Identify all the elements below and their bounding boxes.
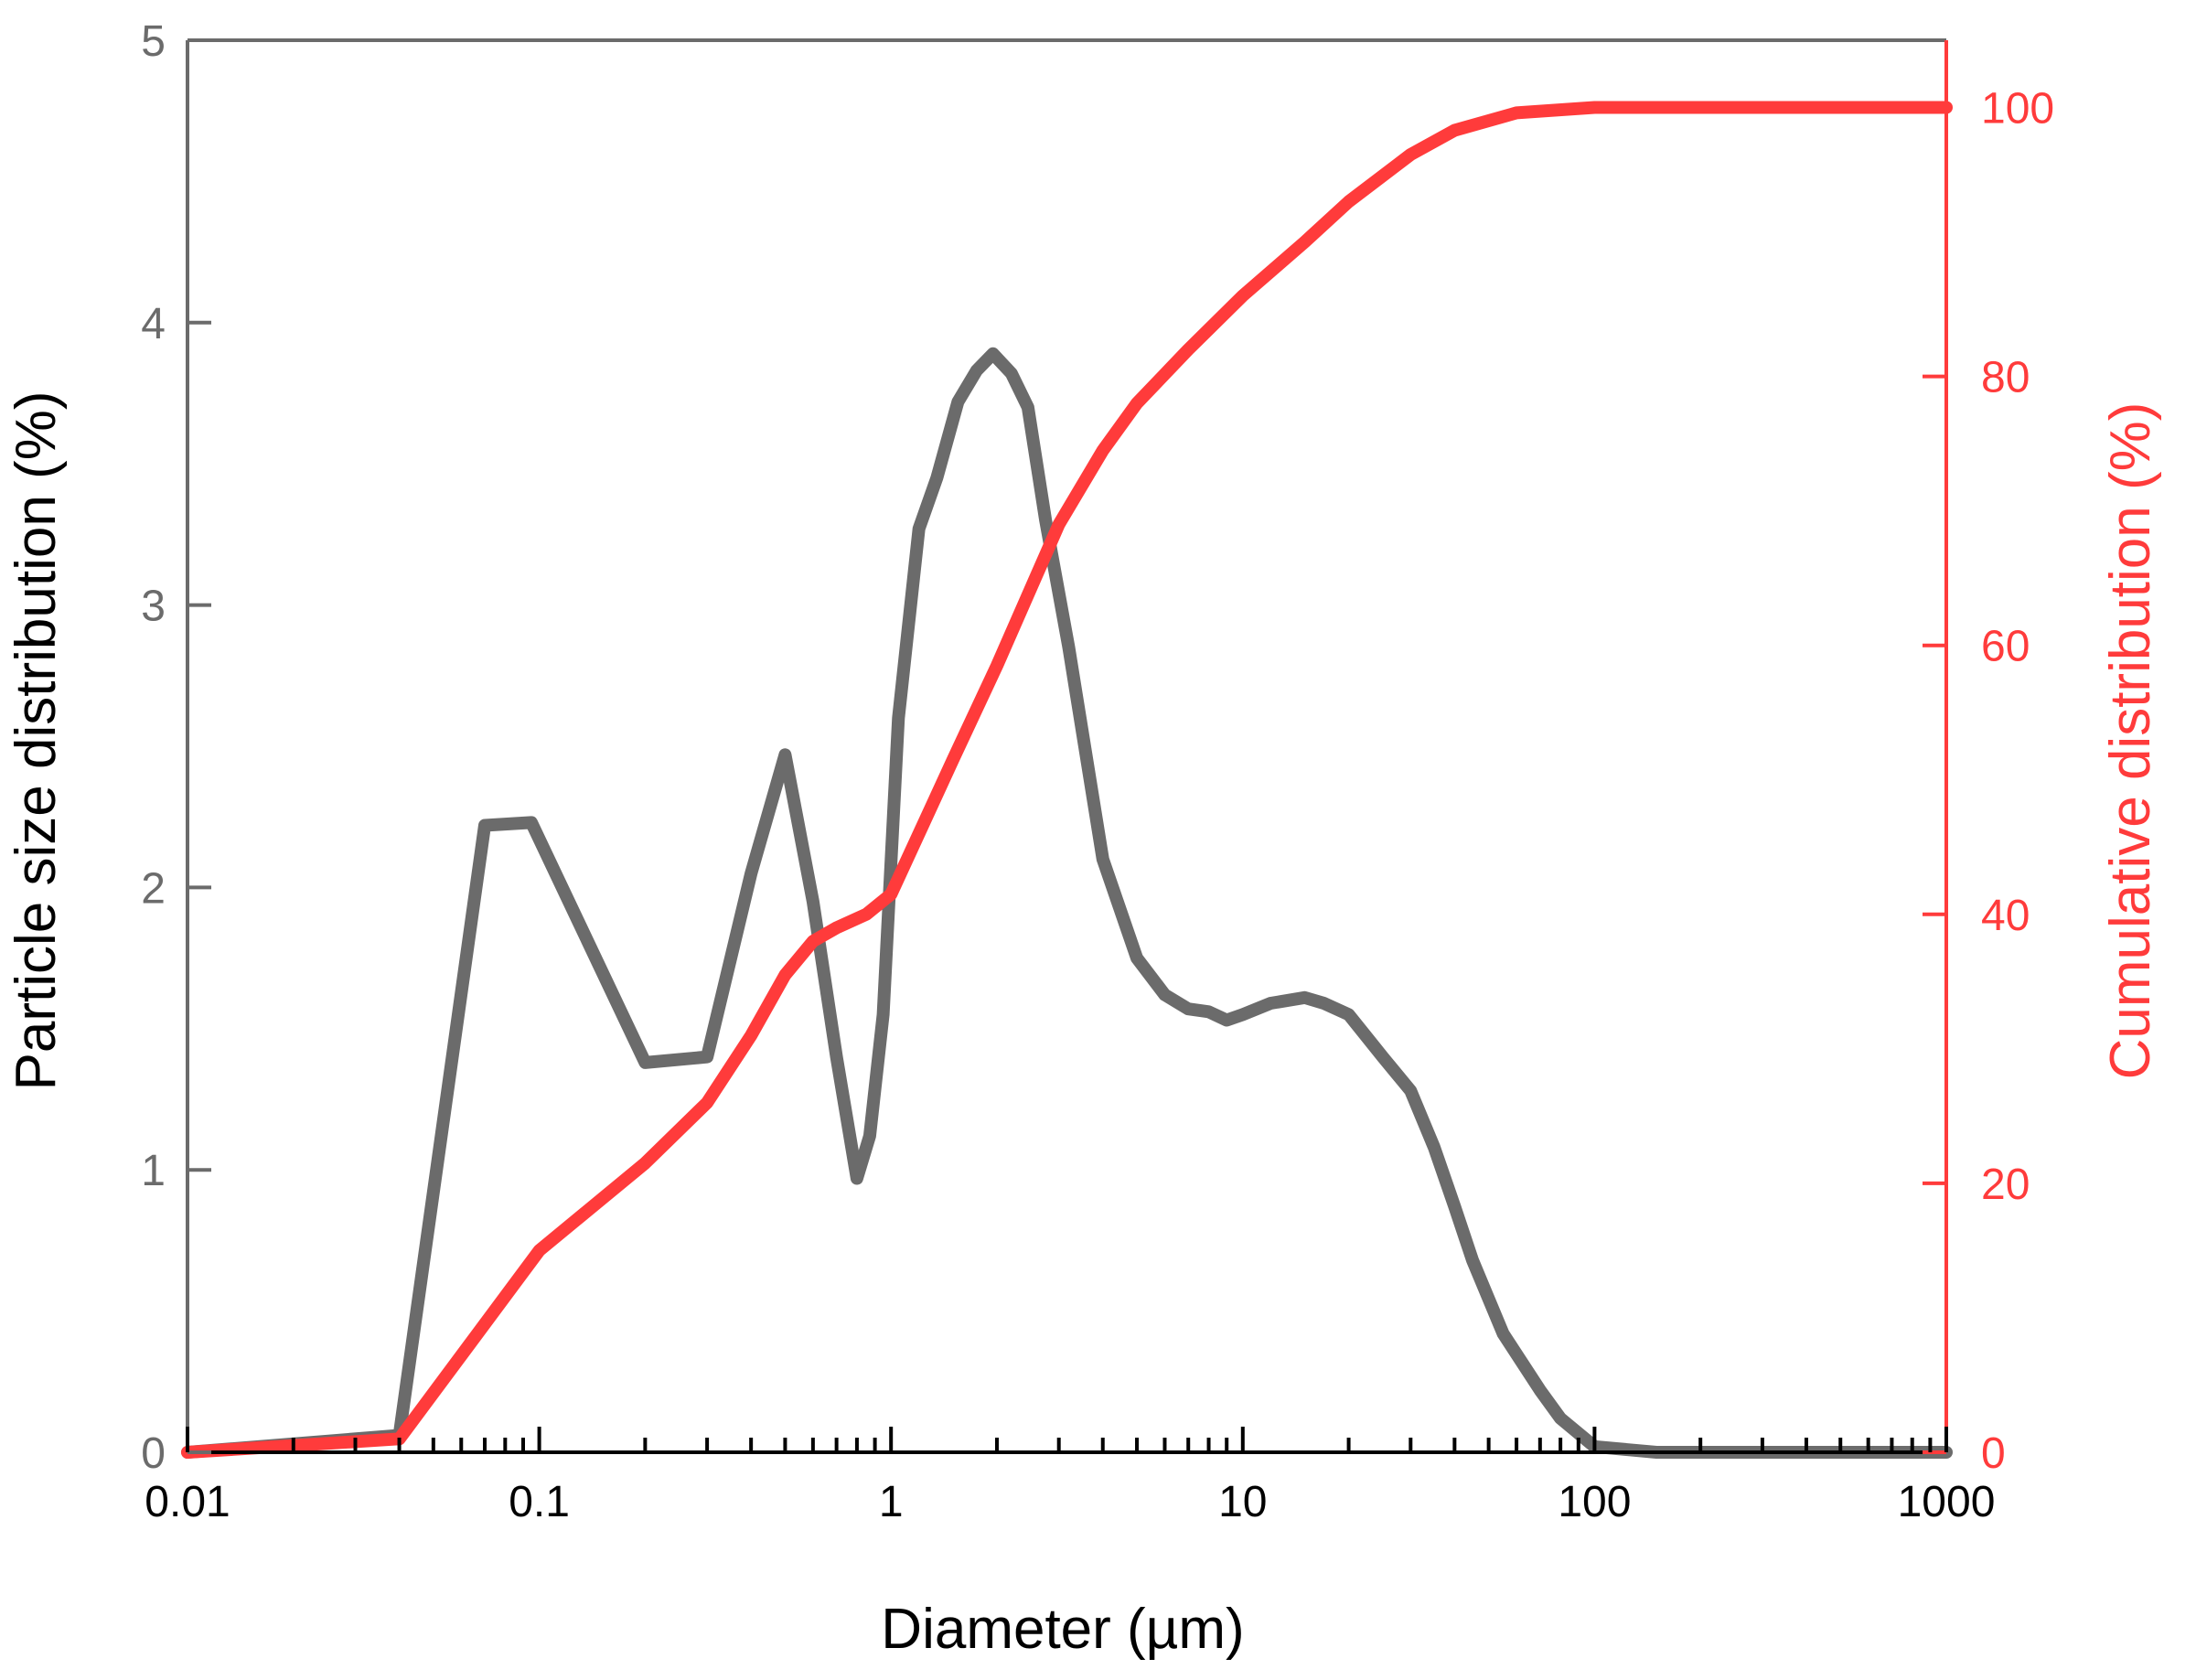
right-y-tick-label: 0	[1981, 1429, 2006, 1478]
left-y-tick-label: 2	[141, 864, 166, 913]
left-y-tick-label: 1	[141, 1147, 166, 1195]
right-y-tick-label: 20	[1981, 1161, 2030, 1209]
right-y-tick-label: 80	[1981, 354, 2030, 402]
axes-layer: 0 1 2 3 4 5 0 20 40 60 80 100 0.01 0.1 1 10 100 1000	[141, 17, 2054, 1526]
left-y-tick-label: 5	[141, 17, 166, 66]
x-axis-title: Diameter (µm)	[881, 1598, 1244, 1661]
x-tick-label: 1000	[1898, 1478, 1996, 1526]
left-y-tick-label: 3	[141, 583, 166, 631]
x-tick-label: 100	[1558, 1478, 1631, 1526]
right-y-tick-label: 100	[1981, 85, 2054, 134]
right-y-tick-label: 60	[1981, 623, 2030, 671]
left-y-axis-title: Particle size distribution (%)	[5, 391, 68, 1091]
right-y-axis-title: Cumulative distribution (%)	[2099, 402, 2162, 1080]
x-tick-label: 0.01	[145, 1478, 230, 1526]
left-y-tick-label: 4	[141, 300, 166, 348]
series-layer	[181, 101, 1953, 1459]
cumulative-line	[181, 101, 1953, 1459]
left-y-tick-label: 0	[141, 1429, 166, 1478]
x-tick-label: 0.1	[509, 1478, 570, 1526]
distribution-line	[181, 347, 1953, 1459]
x-tick-label: 10	[1218, 1478, 1267, 1526]
x-tick-label: 1	[879, 1478, 904, 1526]
right-y-tick-label: 40	[1981, 892, 2030, 940]
